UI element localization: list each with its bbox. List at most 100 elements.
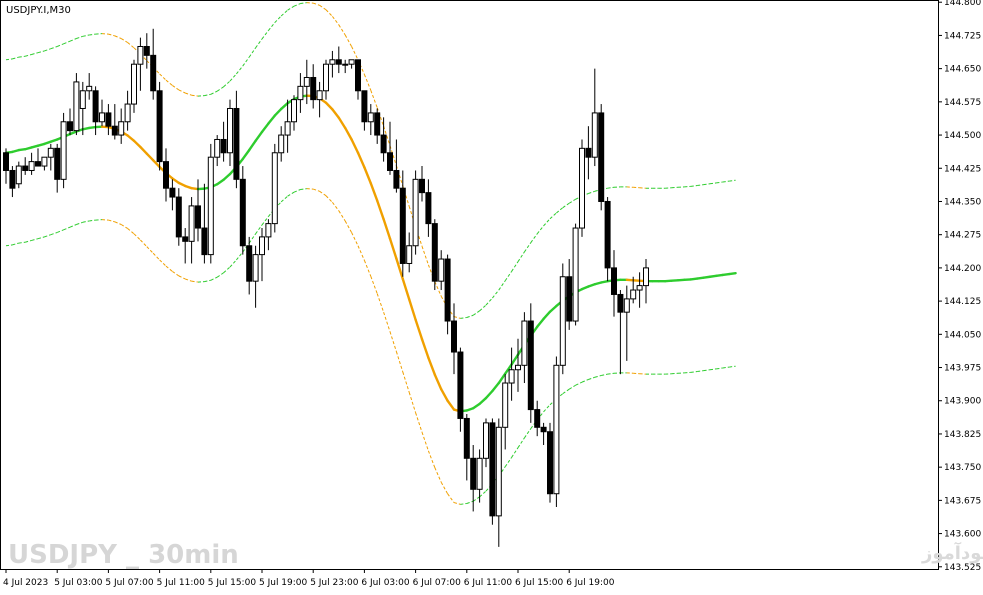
ma-segment: [132, 139, 142, 149]
candle-body-bear: [431, 223, 438, 282]
candle: [316, 81, 323, 118]
candle-body-bull: [342, 63, 349, 66]
ma-segment: [446, 399, 456, 411]
lower-band-segment: [440, 481, 449, 494]
y-tick-label: 144.800: [944, 0, 981, 8]
candle-body-bear: [335, 59, 342, 65]
upper-band-segment: [185, 92, 192, 96]
lower-band-segment: [236, 251, 244, 261]
candle-body-bull: [131, 63, 137, 105]
candle: [380, 117, 387, 162]
candle-body-bull: [483, 422, 489, 459]
ma-segment: [536, 317, 545, 328]
candle: [585, 126, 592, 180]
lower-band-segment: [594, 375, 602, 378]
lower-band-segment: [159, 259, 167, 267]
candle: [489, 418, 496, 525]
ma-segment: [254, 130, 264, 143]
plot-frame: [0, 0, 939, 570]
candle: [438, 250, 445, 291]
candle: [297, 73, 304, 113]
ma-segment: [548, 304, 558, 313]
lower-band-segment: [581, 379, 589, 383]
candle-body-bear: [67, 121, 73, 132]
lower-band-segment: [402, 371, 410, 393]
x-tick-label: 5 Jul 23:00: [310, 578, 359, 588]
ma-segment: [350, 138, 360, 154]
candle-body-bull: [323, 63, 329, 92]
upper-band-segment: [25, 53, 32, 57]
lower-band-segment: [210, 276, 218, 281]
lower-band-segment: [568, 384, 576, 390]
upper-band-segment: [729, 179, 736, 182]
candle-body-bear: [393, 169, 400, 189]
candle-body-bear: [182, 236, 189, 242]
candle-body-bear: [361, 90, 368, 123]
candle: [643, 259, 649, 304]
upper-band-segment: [165, 79, 173, 86]
upper-band-segment: [351, 46, 359, 60]
lower-band-segment: [255, 224, 263, 235]
candle: [367, 104, 374, 136]
lower-band-segment: [363, 260, 372, 277]
ma-segment: [388, 237, 398, 260]
price-axis: 144.800 144.725 144.650 144.575 144.500 144.4…: [938, 0, 981, 573]
candle: [431, 219, 438, 291]
symbol-label: USDJPY.I,M30: [6, 5, 71, 16]
candle-body-bull: [188, 205, 195, 242]
candle-body-bear: [451, 320, 457, 353]
candle-body-bear: [310, 76, 317, 101]
candle: [169, 179, 176, 211]
lower-band-segment: [517, 437, 525, 448]
lower-band-segment: [25, 239, 32, 243]
x-tick-label: 6 Jul 19:00: [566, 578, 615, 588]
upper-band-segment: [159, 73, 167, 81]
ma-segment: [504, 363, 513, 375]
candle: [163, 148, 169, 202]
ma-segment: [395, 257, 404, 281]
candle-body-bull: [630, 289, 637, 300]
candle-body-bull: [579, 147, 585, 229]
candle: [579, 139, 585, 237]
lower-band-segment: [31, 238, 39, 241]
ma-segment: [222, 172, 232, 181]
candle: [105, 104, 112, 136]
upper-band-segment: [332, 16, 340, 26]
candle: [291, 95, 297, 131]
candle-body-bull: [124, 103, 131, 123]
ma-segment: [331, 108, 340, 119]
candle-body-bull: [508, 369, 515, 384]
candle-body-bear: [547, 431, 553, 495]
lower-band-segment: [248, 233, 257, 244]
candle-body-bear: [463, 417, 470, 459]
lower-band-segment: [178, 275, 186, 280]
lower-band-segment: [69, 224, 77, 228]
candle: [361, 90, 368, 131]
candle: [284, 99, 291, 153]
candle-body-bull: [553, 364, 560, 495]
lower-band-segment: [37, 236, 45, 240]
candle-body-bear: [163, 161, 169, 189]
candle-body-bull: [406, 245, 413, 264]
candle: [547, 422, 553, 503]
upper-band-segment: [76, 35, 83, 39]
candle: [623, 285, 630, 361]
y-tick-label: 144.350: [944, 197, 981, 207]
candle: [425, 179, 432, 237]
lower-band-segment: [421, 432, 429, 451]
lower-band-segment: [466, 500, 474, 504]
ma-segment: [420, 337, 430, 359]
candle: [502, 374, 509, 450]
candle: [572, 223, 579, 326]
ma-segment: [382, 217, 392, 240]
y-tick-label: 143.825: [944, 430, 981, 440]
upper-band-segment: [57, 43, 64, 47]
upper-band-segment: [568, 198, 576, 204]
candle: [559, 263, 566, 375]
lower-band-segment: [722, 366, 730, 369]
x-tick-label: 5 Jul 03:00: [54, 578, 103, 588]
lower-band-segment: [242, 242, 250, 253]
ma-segment: [247, 139, 257, 152]
candle-body-bull: [60, 121, 67, 180]
